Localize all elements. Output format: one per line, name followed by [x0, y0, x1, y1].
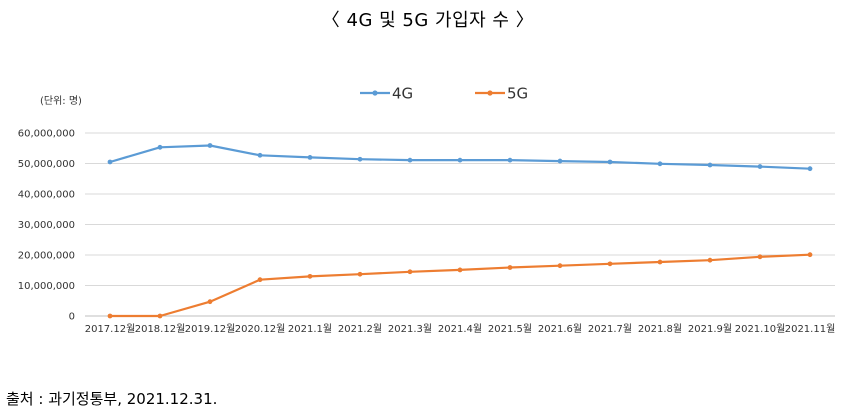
- data-point-5G: [407, 269, 413, 275]
- x-tick-label: 2021.2월: [338, 323, 382, 335]
- y-tick-label: 50,000,000: [18, 159, 75, 170]
- x-tick-label: 2021.11월: [785, 323, 836, 335]
- series-line-4G: [109, 144, 811, 170]
- x-tick-label: 2021.10월: [735, 323, 786, 335]
- data-point-4G: [307, 155, 313, 160]
- data-point-5G: [457, 267, 463, 273]
- data-point-4G: [157, 144, 163, 150]
- x-tick-label: 2019.12월: [185, 323, 236, 335]
- data-point-4G: [557, 158, 563, 164]
- data-point-5G: [607, 261, 613, 267]
- data-point-4G: [707, 162, 713, 168]
- gridlines: [85, 132, 835, 317]
- data-point-5G: [707, 257, 713, 263]
- y-tick-label: 60,000,000: [18, 129, 75, 140]
- data-point-5G: [357, 271, 363, 277]
- data-point-4G: [757, 164, 763, 169]
- x-axis-ticks: 2017.12월 2018.12월 2019.12월 2020.12월 2021.1월 2…: [85, 323, 836, 335]
- y-tick-label: 0: [69, 312, 75, 323]
- data-point-4G: [807, 166, 813, 172]
- legend-marker-5G: [487, 90, 493, 96]
- data-point-4G: [257, 152, 263, 158]
- data-point-5G: [307, 273, 313, 279]
- y-axis-ticks: 0 10,000,000 20,000,000 30,000,000 40,000,00…: [18, 129, 75, 323]
- data-point-5G: [757, 254, 763, 260]
- data-point-4G: [607, 159, 613, 165]
- data-point-5G: [507, 265, 513, 270]
- data-point-5G: [657, 259, 663, 265]
- line-chart: (단위: 명) 0 10,000,000 20,000,000 30,000,000 4…: [18, 85, 836, 336]
- x-tick-label: 2021.4월: [438, 323, 482, 335]
- data-point-4G: [357, 156, 363, 162]
- x-tick-label: 2021.9월: [688, 323, 732, 335]
- data-point-4G: [407, 157, 413, 163]
- source-note: 출처 : 과기정통부, 2021.12.31.: [6, 390, 218, 408]
- unit-label: (단위: 명): [40, 94, 82, 107]
- x-tick-label: 2021.1월: [288, 323, 332, 335]
- data-point-5G: [807, 252, 813, 258]
- y-tick-label: 20,000,000: [18, 251, 75, 262]
- data-point-5G: [207, 299, 213, 305]
- legend-marker-4G: [372, 90, 378, 96]
- x-tick-label: 2021.6월: [538, 323, 582, 335]
- y-tick-label: 40,000,000: [18, 190, 75, 201]
- y-tick-label: 30,000,000: [18, 220, 75, 231]
- x-tick-label: 2018.12월: [135, 323, 186, 335]
- data-point-5G: [557, 263, 563, 269]
- data-point-5G: [107, 313, 113, 319]
- data-point-4G: [657, 161, 663, 167]
- x-tick-label: 2020.12월: [235, 323, 286, 335]
- data-point-5G: [157, 313, 163, 319]
- legend-label-4G: 4G: [392, 85, 413, 103]
- data-point-4G: [207, 143, 213, 148]
- y-tick-label: 10,000,000: [18, 281, 75, 292]
- data-point-4G: [107, 159, 113, 165]
- legend: 4G 5G: [360, 85, 528, 103]
- legend-label-5G: 5G: [507, 85, 528, 103]
- data-point-4G: [457, 157, 463, 163]
- x-tick-label: 2021.3월: [388, 323, 432, 335]
- chart-title: 〈 4G 및 5G 가입자 수 〉: [321, 10, 535, 31]
- data-point-4G: [507, 157, 513, 163]
- series-layer: [107, 143, 813, 319]
- x-tick-label: 2021.8월: [638, 323, 682, 335]
- data-point-5G: [257, 277, 263, 283]
- x-tick-label: 2021.5월: [488, 323, 532, 335]
- x-tick-label: 2017.12월: [85, 323, 136, 335]
- x-tick-label: 2021.7월: [588, 323, 632, 335]
